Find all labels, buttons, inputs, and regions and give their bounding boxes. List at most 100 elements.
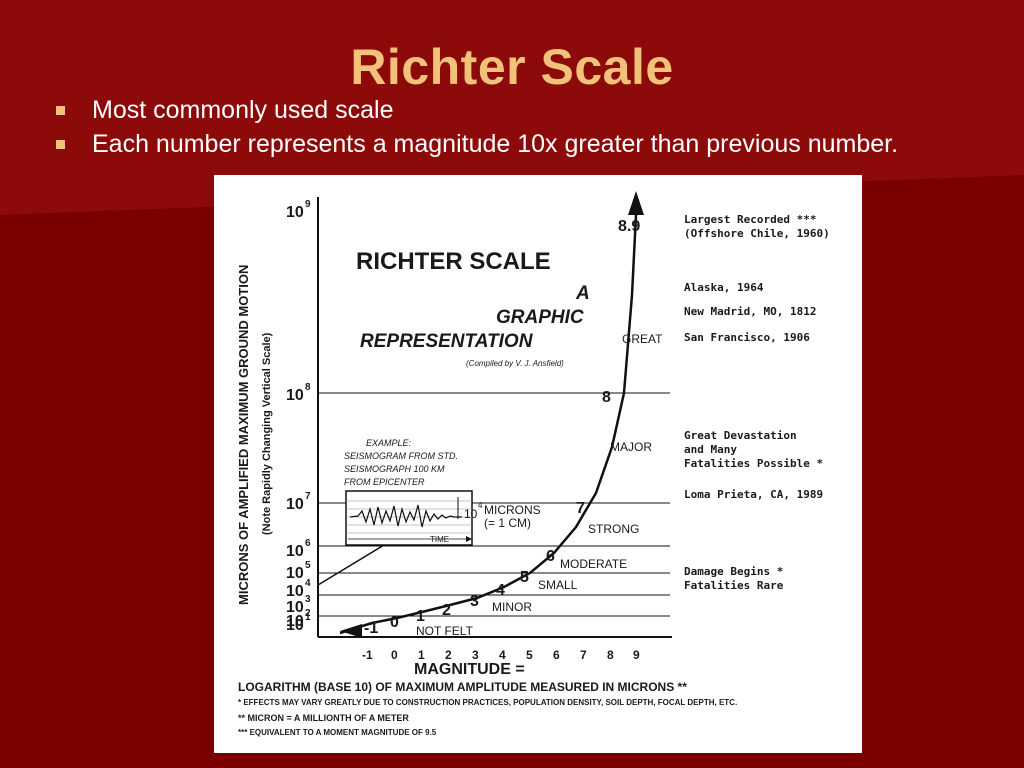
x-tick-label: 1 [418, 648, 425, 662]
x-tick-label: 6 [553, 648, 560, 662]
event-label: New Madrid, MO, 1812 [684, 305, 816, 318]
x-tick-label: 9 [633, 648, 640, 662]
curve-label: 7 [576, 500, 585, 517]
x-axis-title: MAGNITUDE = [414, 661, 525, 678]
event-label: (Offshore Chile, 1960) [684, 227, 830, 240]
band-label: MINOR [492, 600, 532, 614]
time-label: TIME [430, 535, 449, 544]
time-arrow-icon [466, 536, 472, 542]
example-text: SEISMOGRAM FROM STD. [344, 451, 458, 461]
microns-exponent: 4 [478, 501, 483, 510]
bullet-square-icon [56, 140, 65, 149]
y-axis-note: (Note Rapidly Changing Vertical Scale) [261, 332, 273, 535]
richter-scale-figure: 10 9 10 8 10 7 10 6 10 5 10 4 10 3 10 2 … [214, 175, 862, 753]
event-annotations: Largest Recorded *** (Offshore Chile, 19… [684, 213, 830, 592]
slide-title: Richter Scale [350, 39, 674, 95]
example-seismogram: EXAMPLE: SEISMOGRAM FROM STD. SEISMOGRAP… [344, 438, 541, 546]
y-tick-label: 10 [286, 496, 304, 513]
figure-subtitle-graphic: GRAPHIC [496, 307, 584, 328]
bullet-text: Most commonly used scale [92, 96, 394, 124]
figure-subtitle-representation: REPRESENTATION [360, 331, 534, 352]
y-tick-exponent: 5 [305, 560, 311, 571]
y-tick-exponent: 9 [305, 199, 311, 210]
curve-label: 0 [390, 614, 399, 631]
band-label: STRONG [588, 522, 639, 536]
event-label: Fatalities Rare [684, 579, 784, 592]
curve-label: 6 [546, 548, 555, 565]
y-tick-label: 10 [286, 543, 304, 560]
bullet-list: Most commonly used scale Each number rep… [56, 96, 956, 164]
x-tick-label: -1 [362, 648, 373, 662]
x-tick-label: 7 [580, 648, 587, 662]
curve-label: 4 [496, 582, 505, 599]
microns-base: 10 [464, 507, 478, 521]
microns-label: MICRONS [484, 503, 541, 517]
example-text: FROM EPICENTER [344, 477, 425, 487]
richter-diagram: 10 9 10 8 10 7 10 6 10 5 10 4 10 3 10 2 … [236, 191, 830, 737]
y-tick-exponent: 2 [305, 608, 311, 619]
curve-label: 5 [520, 569, 529, 586]
event-label: Damage Begins * [684, 565, 783, 578]
y-tick-exponent: 7 [305, 491, 311, 502]
y-tick-exponent: 3 [305, 594, 311, 605]
bullet-item: Each number represents a magnitude 10x g… [56, 130, 956, 158]
curve-label: -1 [364, 620, 378, 637]
y-tick-label: 10 [286, 387, 304, 404]
x-tick-label: 2 [445, 648, 452, 662]
footnote: ** MICRON = A MILLIONTH OF A METER [238, 713, 409, 723]
bullet-square-icon [56, 106, 65, 115]
x-axis-subtitle: LOGARITHM (BASE 10) OF MAXIMUM AMPLITUDE… [238, 680, 687, 694]
y-tick-label: 10 [286, 613, 304, 630]
x-tick-label: 4 [499, 648, 506, 662]
band-label: MODERATE [560, 557, 627, 571]
figure-subtitle-a: A [575, 283, 590, 304]
example-text: SEISMOGRAPH 100 KM [344, 464, 445, 474]
curve-label: 3 [470, 593, 479, 610]
y-tick-labels: 10 9 10 8 10 7 10 6 10 5 10 4 10 3 10 2 … [286, 199, 311, 634]
band-labels: NOT FELT MINOR SMALL MODERATE STRONG MAJ… [416, 332, 663, 638]
event-label: Great Devastation [684, 429, 797, 442]
curve-label: 1 [416, 608, 425, 625]
y-tick-exponent: 1 [305, 612, 311, 623]
y-tick-label: 10 [286, 599, 304, 616]
curve-label: 8.9 [618, 218, 640, 235]
y-tick-exponent: 6 [305, 538, 311, 549]
seismogram-trace [349, 504, 462, 528]
y-tick-label: 10 [286, 617, 304, 634]
band-label: SMALL [538, 578, 578, 592]
x-tick-label: 5 [526, 648, 533, 662]
footnote: *** EQUIVALENT TO A MOMENT MAGNITUDE OF … [238, 728, 437, 737]
event-label: Loma Prieta, CA, 1989 [684, 488, 823, 501]
richter-curve [339, 214, 638, 635]
x-tick-label: 3 [472, 648, 479, 662]
bullet-item: Most commonly used scale [56, 96, 956, 124]
y-tick-exponent: 4 [305, 578, 311, 589]
curve-arrow-top-icon [628, 191, 644, 215]
event-label: Largest Recorded *** [684, 213, 816, 226]
y-tick-exponent: 8 [305, 382, 311, 393]
band-label: MAJOR [610, 440, 652, 454]
figure-title: RICHTER SCALE [356, 248, 551, 275]
microns-cm-label: (= 1 CM) [484, 516, 531, 530]
event-label: San Francisco, 1906 [684, 331, 810, 344]
event-label: Alaska, 1964 [684, 281, 764, 294]
curve-label: 8 [602, 389, 611, 406]
figure-credit: (Compiled by V. J. Ansfield) [466, 359, 564, 368]
event-label: Fatalities Possible * [684, 457, 823, 470]
x-tick-labels: -1 0 1 2 3 4 5 6 7 8 9 [362, 648, 640, 662]
curve-label: 2 [442, 602, 451, 619]
footnote: * EFFECTS MAY VARY GREATLY DUE TO CONSTR… [238, 698, 737, 707]
example-text: EXAMPLE: [366, 438, 412, 448]
y-axis-title: MICRONS OF AMPLIFIED MAXIMUM GROUND MOTI… [236, 265, 251, 605]
event-label: and Many [684, 443, 737, 456]
y-tick-label: 10 [286, 565, 304, 582]
band-label: NOT FELT [416, 624, 474, 638]
bullet-text: Each number represents a magnitude 10x g… [92, 130, 899, 158]
x-tick-label: 0 [391, 648, 398, 662]
band-label: GREAT [622, 332, 663, 346]
x-tick-label: 8 [607, 648, 614, 662]
y-tick-label: 10 [286, 583, 304, 600]
curve-arrow-left-icon [340, 624, 362, 638]
curve-labels: -1 0 1 2 3 4 5 6 7 8 8.9 [364, 218, 640, 637]
y-tick-label: 10 [286, 204, 304, 221]
